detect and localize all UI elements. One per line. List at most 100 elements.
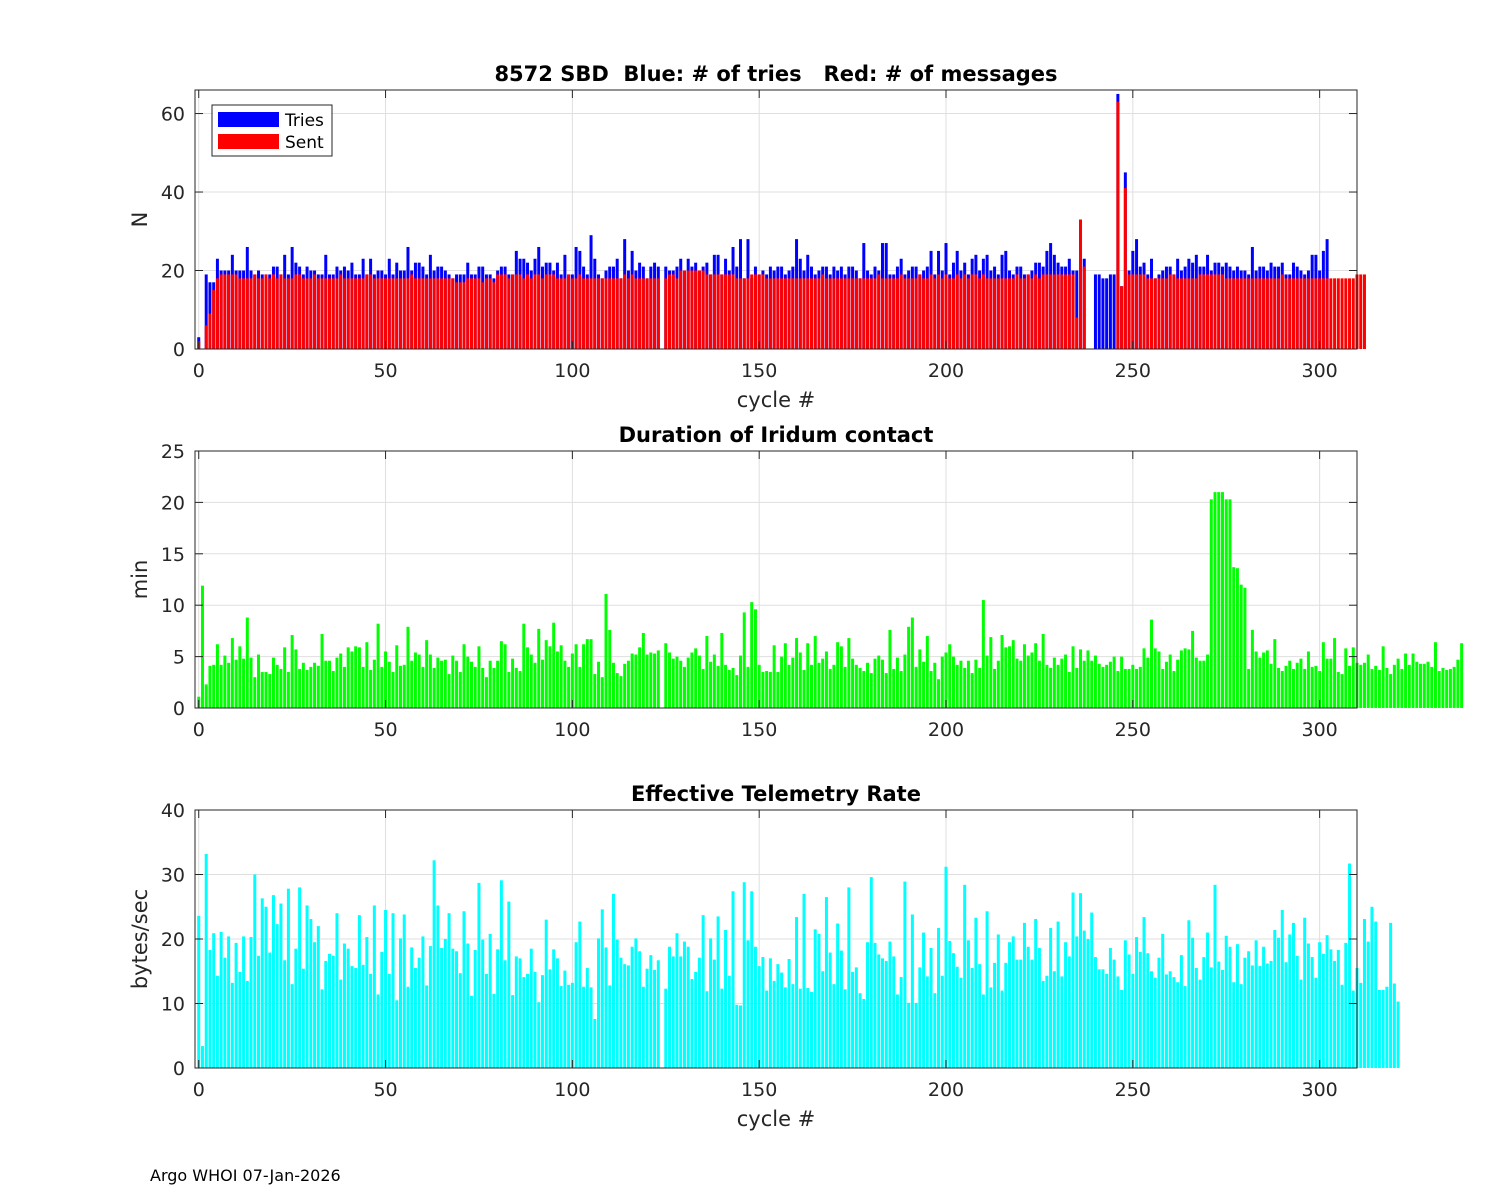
bar-sent xyxy=(496,274,500,349)
bar-sent xyxy=(1202,274,1206,349)
bar-rate xyxy=(925,976,929,1068)
x-tick-label: 0 xyxy=(193,1079,205,1101)
bar-rate xyxy=(1022,922,1026,1068)
bar-rate xyxy=(1060,976,1064,1068)
bar-duration xyxy=(376,623,380,708)
bar-rate xyxy=(1325,935,1329,1068)
bar-duration xyxy=(1306,651,1310,708)
bar-sent xyxy=(1288,278,1292,349)
bar-duration xyxy=(484,677,488,708)
bar-duration xyxy=(339,653,343,708)
bar-sent xyxy=(806,278,810,349)
bar-rate xyxy=(836,923,840,1068)
bar-rate xyxy=(1396,1001,1400,1068)
bar-duration xyxy=(1213,492,1217,708)
bar-rate xyxy=(563,970,567,1068)
bar-duration xyxy=(369,669,373,708)
bar-rate xyxy=(608,985,612,1068)
bar-sent xyxy=(555,278,559,349)
bar-rate xyxy=(1232,982,1236,1068)
bar-rate xyxy=(824,897,828,1068)
bar-sent xyxy=(641,278,645,349)
bar-sent xyxy=(537,274,541,349)
bar-sent xyxy=(406,278,410,349)
bar-rate xyxy=(910,914,914,1068)
bar-sent xyxy=(275,278,279,349)
bar-sent xyxy=(354,278,358,349)
bar-duration xyxy=(1415,661,1419,708)
bar-duration xyxy=(1172,670,1176,708)
bar-sent xyxy=(548,274,552,349)
bar-sent xyxy=(1295,278,1299,349)
bar-rate xyxy=(533,971,537,1068)
bar-rate xyxy=(574,942,578,1068)
bar-sent xyxy=(903,278,907,349)
bar-rate xyxy=(611,893,615,1068)
bar-sent xyxy=(559,278,563,349)
bar-sent xyxy=(582,278,586,349)
bar-sent xyxy=(918,274,922,349)
bar-rate xyxy=(630,946,634,1068)
x-tick-label: 50 xyxy=(373,719,397,741)
bar-sent xyxy=(283,278,287,349)
bar-rate xyxy=(204,853,208,1068)
bar-duration xyxy=(735,675,739,708)
x-tick-label: 0 xyxy=(193,360,205,382)
bar-rate xyxy=(1351,990,1355,1068)
bar-duration xyxy=(761,672,765,708)
bar-duration xyxy=(1325,658,1329,708)
bar-duration xyxy=(1082,660,1086,708)
chart-panel-duration: 0 50 100 150 200 250 300 0 5 10 15 20 25 Duration of … xyxy=(128,423,1464,741)
bar-sent xyxy=(981,274,985,349)
bar-rate xyxy=(1090,912,1094,1068)
bar-rate xyxy=(578,921,582,1068)
bar-sent xyxy=(1052,274,1056,349)
bar-duration xyxy=(238,646,242,708)
bar-sent xyxy=(223,274,227,349)
bar-rate xyxy=(451,948,455,1068)
bar-sent xyxy=(1284,278,1288,349)
bar-rate xyxy=(1150,971,1153,1068)
bar-duration xyxy=(1235,568,1239,708)
bar-sent xyxy=(929,274,933,349)
bar-sent xyxy=(742,278,746,349)
bar-rate xyxy=(720,988,724,1068)
bar-sent xyxy=(1359,274,1363,349)
bar-rate xyxy=(690,978,694,1068)
bar-duration xyxy=(634,654,638,708)
bar-sent xyxy=(873,278,877,349)
bar-rate xyxy=(555,958,559,1068)
bar-sent xyxy=(985,278,989,349)
bar-duration xyxy=(1407,664,1411,708)
bar-sent xyxy=(570,278,574,349)
bar-rate xyxy=(499,880,503,1068)
bar-rate xyxy=(1228,946,1232,1068)
bar-rate xyxy=(948,940,952,1068)
bar-duration xyxy=(1052,657,1056,708)
bar-sent xyxy=(443,278,447,349)
bar-sent xyxy=(720,274,724,349)
bar-duration xyxy=(675,656,679,708)
x-tick-label: 100 xyxy=(554,1079,590,1101)
bar-duration xyxy=(1142,648,1146,708)
bar-rate xyxy=(1116,976,1120,1068)
bar-sent xyxy=(589,278,593,349)
bar-rate xyxy=(1176,982,1180,1068)
bar-rate xyxy=(918,967,922,1068)
bar-sent xyxy=(451,278,455,349)
bar-duration xyxy=(275,664,279,708)
bar-duration xyxy=(1422,663,1426,708)
bar-sent xyxy=(795,278,799,349)
bar-sent xyxy=(1344,278,1348,349)
bar-sent xyxy=(623,274,627,349)
y-tick-label: 40 xyxy=(161,800,185,822)
bar-sent xyxy=(675,278,679,349)
bar-rate xyxy=(526,973,530,1068)
bar-duration xyxy=(922,661,926,708)
bar-sent xyxy=(331,278,335,349)
bar-duration xyxy=(1269,663,1273,708)
bar-sent xyxy=(395,278,399,349)
bar-duration xyxy=(253,677,257,708)
bar-duration xyxy=(1262,652,1266,708)
bar-rate xyxy=(970,968,974,1068)
